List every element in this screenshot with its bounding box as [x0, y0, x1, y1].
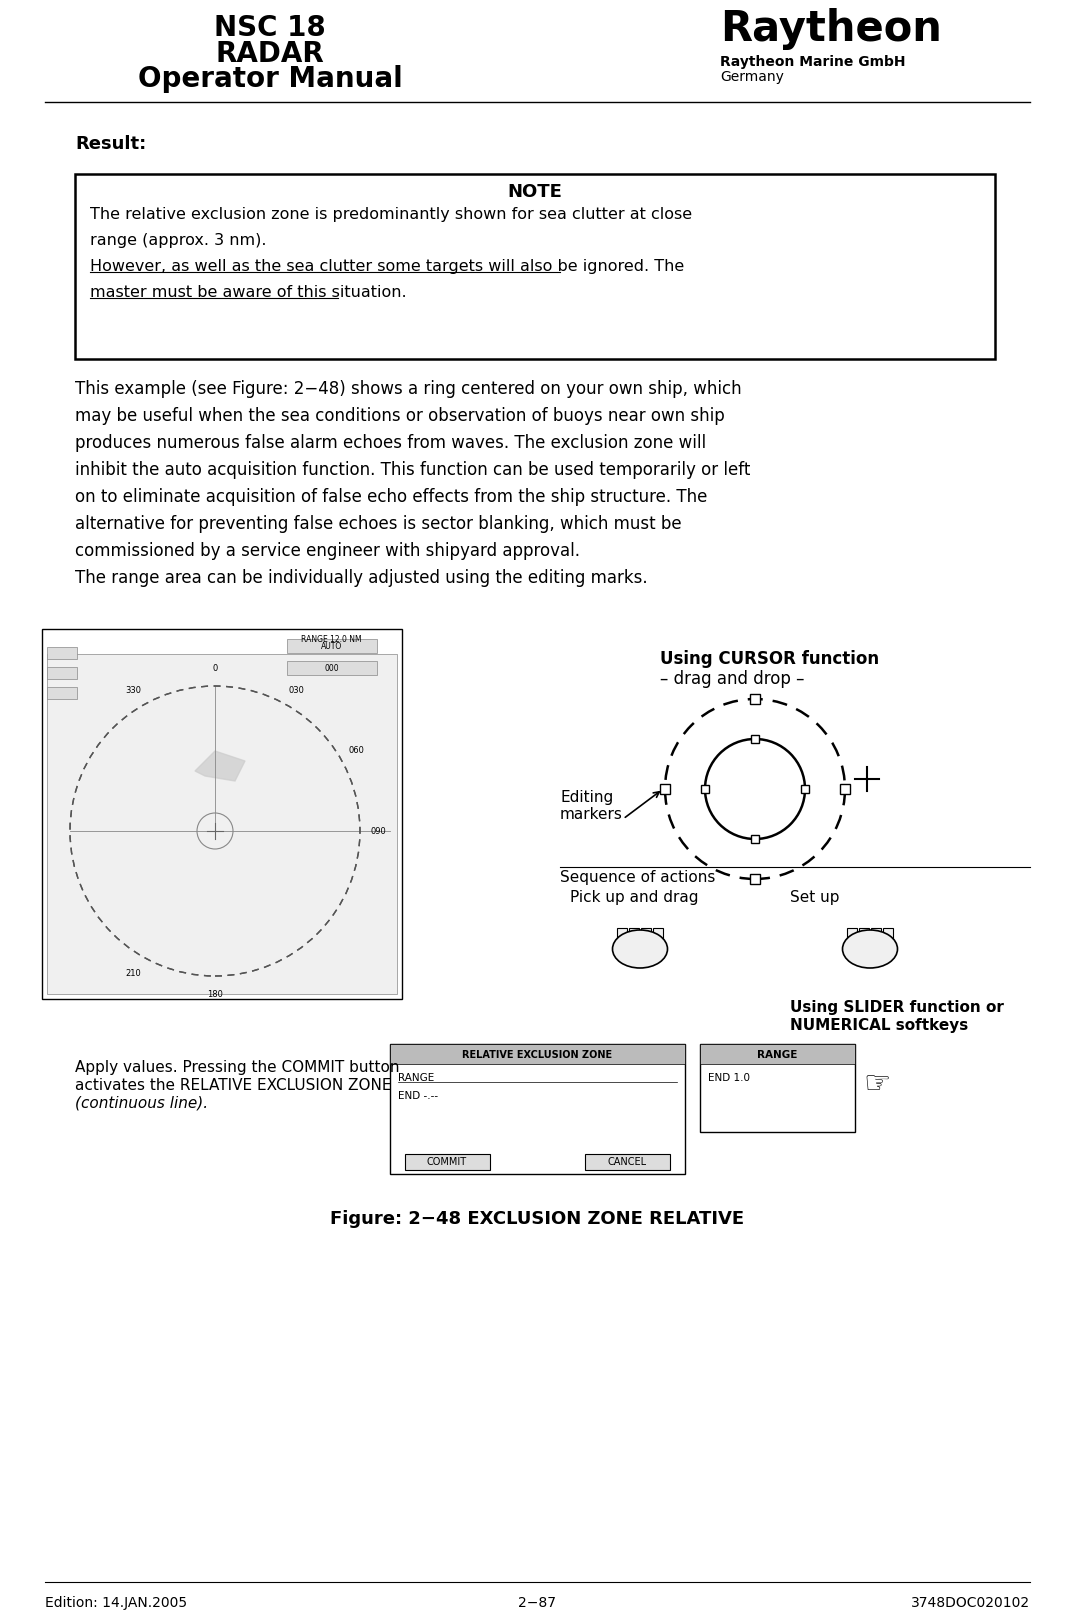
Text: 060: 060	[348, 745, 364, 755]
Text: master must be aware of this situation.: master must be aware of this situation.	[90, 284, 406, 300]
Text: Germany: Germany	[720, 70, 784, 84]
Bar	[390, 1044, 685, 1065]
Bar	[660, 784, 670, 795]
Text: Raytheon Marine GmbH: Raytheon Marine GmbH	[720, 55, 905, 68]
Text: 2−87: 2−87	[518, 1595, 556, 1608]
Bar	[840, 784, 850, 795]
Text: Edition: 14.JAN.2005: Edition: 14.JAN.2005	[45, 1595, 187, 1608]
Text: Set up: Set up	[790, 889, 840, 904]
Bar	[751, 836, 759, 844]
Text: 090: 090	[370, 828, 386, 836]
Polygon shape	[195, 751, 245, 782]
Bar	[75, 175, 995, 360]
Text: range (approx. 3 nm).: range (approx. 3 nm).	[90, 232, 267, 248]
Ellipse shape	[613, 930, 668, 969]
Bar	[701, 786, 710, 794]
Text: AUTO: AUTO	[321, 643, 343, 651]
Text: ☞: ☞	[863, 1070, 890, 1099]
Text: COMMIT: COMMIT	[427, 1156, 467, 1167]
Bar	[47, 648, 77, 659]
Text: NSC 18: NSC 18	[214, 15, 326, 42]
Text: Raytheon: Raytheon	[720, 8, 942, 50]
Text: RANGE: RANGE	[757, 1050, 798, 1060]
Text: END -.--: END -.--	[398, 1091, 439, 1100]
Text: Left: Left	[860, 940, 880, 951]
Bar	[641, 928, 651, 945]
Text: Apply values. Pressing the COMMIT button: Apply values. Pressing the COMMIT button	[75, 1060, 400, 1074]
Text: Result:: Result:	[75, 135, 146, 153]
Bar	[390, 1044, 685, 1175]
Text: Pick up and drag: Pick up and drag	[570, 889, 699, 904]
Text: RANGE 12.0 NM: RANGE 12.0 NM	[301, 635, 362, 644]
Text: Right: Right	[626, 940, 655, 951]
Text: However, as well as the sea clutter some targets will also be ignored. The: However, as well as the sea clutter some…	[90, 258, 685, 274]
Text: alternative for preventing false echoes is sector blanking, which must be: alternative for preventing false echoes …	[75, 514, 682, 532]
Bar	[751, 735, 759, 743]
Text: commissioned by a service engineer with shipyard approval.: commissioned by a service engineer with …	[75, 542, 581, 560]
Bar	[405, 1154, 490, 1170]
Text: 000: 000	[325, 664, 340, 674]
Bar	[801, 786, 809, 794]
Bar	[617, 928, 627, 945]
Text: NUMERICAL softkeys: NUMERICAL softkeys	[790, 1018, 969, 1032]
Text: Sequence of actions: Sequence of actions	[560, 870, 715, 885]
Bar	[42, 630, 402, 1000]
Bar	[871, 928, 882, 945]
Text: Using SLIDER function or: Using SLIDER function or	[790, 1000, 1004, 1014]
Text: Operator Manual: Operator Manual	[138, 65, 402, 93]
Text: This example (see Figure: 2−48) shows a ring centered on your own ship, which: This example (see Figure: 2−48) shows a …	[75, 380, 742, 398]
Text: CANCEL: CANCEL	[607, 1156, 646, 1167]
Text: RELATIVE EXCLUSION ZONE: RELATIVE EXCLUSION ZONE	[462, 1050, 613, 1060]
Bar	[859, 928, 869, 945]
Text: 180: 180	[207, 990, 223, 998]
Text: Editing
markers: Editing markers	[560, 789, 622, 821]
Bar	[47, 688, 77, 700]
Bar	[287, 639, 377, 654]
Bar	[47, 667, 77, 680]
Bar	[585, 1154, 670, 1170]
Bar	[750, 695, 760, 704]
Bar	[750, 875, 760, 885]
Bar	[629, 928, 639, 945]
Text: produces numerous false alarm echoes from waves. The exclusion zone will: produces numerous false alarm echoes fro…	[75, 433, 706, 451]
Text: NOTE: NOTE	[507, 183, 562, 201]
Bar	[700, 1044, 855, 1065]
Bar	[47, 654, 397, 995]
Bar	[883, 928, 893, 945]
Text: – drag and drop –: – drag and drop –	[660, 670, 804, 688]
Text: 210: 210	[126, 967, 142, 977]
Text: Using CURSOR function: Using CURSOR function	[660, 649, 879, 667]
Text: Figure: 2−48 EXCLUSION ZONE RELATIVE: Figure: 2−48 EXCLUSION ZONE RELATIVE	[330, 1209, 744, 1227]
Text: RANGE: RANGE	[398, 1073, 434, 1083]
Text: 330: 330	[126, 687, 142, 695]
Text: (continuous line).: (continuous line).	[75, 1096, 209, 1110]
Bar	[700, 1044, 855, 1133]
Bar	[287, 662, 377, 675]
Text: on to eliminate acquisition of false echo effects from the ship structure. The: on to eliminate acquisition of false ech…	[75, 487, 707, 506]
Text: 3748DOC020102: 3748DOC020102	[911, 1595, 1030, 1608]
Bar	[847, 928, 857, 945]
Ellipse shape	[843, 930, 898, 969]
Text: 030: 030	[288, 687, 304, 695]
Text: The relative exclusion zone is predominantly shown for sea clutter at close: The relative exclusion zone is predomina…	[90, 206, 692, 222]
Text: RADAR: RADAR	[216, 41, 325, 68]
Text: inhibit the auto acquisition function. This function can be used temporarily or : inhibit the auto acquisition function. T…	[75, 461, 750, 479]
Bar	[653, 928, 663, 945]
Text: 0: 0	[213, 664, 217, 674]
Text: may be useful when the sea conditions or observation of buoys near own ship: may be useful when the sea conditions or…	[75, 407, 725, 425]
Text: END 1.0: END 1.0	[708, 1073, 750, 1083]
Text: The range area can be individually adjusted using the editing marks.: The range area can be individually adjus…	[75, 568, 647, 586]
Text: activates the RELATIVE EXCLUSION ZONE: activates the RELATIVE EXCLUSION ZONE	[75, 1078, 391, 1092]
